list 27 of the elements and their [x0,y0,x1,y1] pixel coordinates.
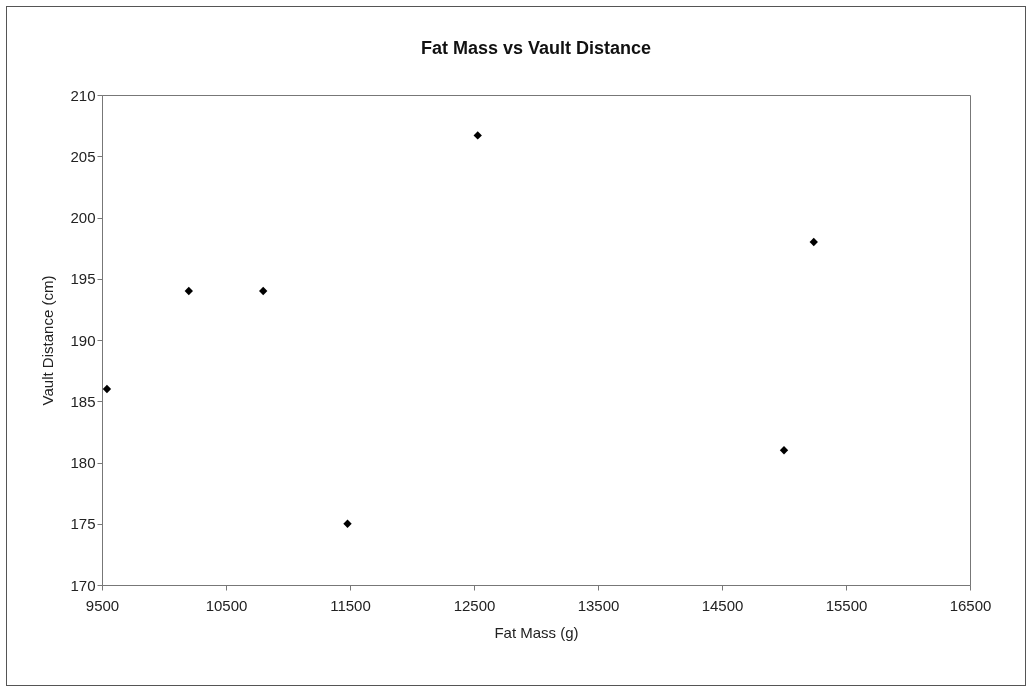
x-tick-label: 16500 [949,596,992,614]
x-tick-label: 12500 [453,596,496,614]
x-tick-label: 11500 [330,596,371,614]
chart-title: Fat Mass vs Vault Distance [420,38,652,58]
point [102,384,112,394]
y-tick-label: 185 [70,392,96,410]
point [184,286,193,296]
x-axis-title: Fat Mass (g) [494,623,579,641]
x-tick-label: 9500 [85,596,120,614]
y-tick-label: 170 [70,576,96,594]
point [779,446,789,455]
x-tick-label: 14500 [701,596,744,614]
y-tick-label: 175 [70,515,96,533]
point [809,237,818,247]
y-tick-label: 200 [70,209,96,226]
y-tick-label: 210 [70,86,96,104]
x-tick-label: 15500 [825,596,868,614]
x-tick-label: 10500 [205,596,248,614]
point [259,286,268,296]
y-tick-label: 205 [70,147,96,165]
y-tick-label: 180 [70,454,96,471]
y-tick-label: 195 [70,270,96,288]
point [343,519,352,528]
point [473,131,482,140]
y-tick-label: 190 [70,331,96,349]
x-tick-label: 13500 [577,596,620,614]
y-axis-title: Vault Distance (cm) [39,275,57,406]
